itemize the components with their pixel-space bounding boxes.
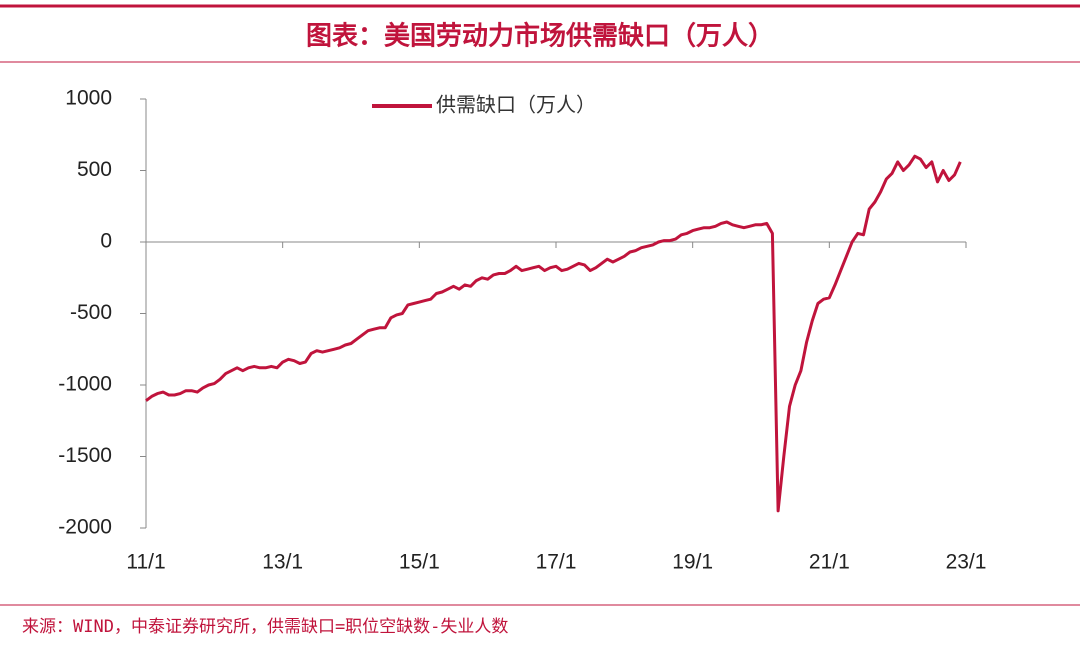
x-tick-label: 11/1 — [126, 551, 165, 574]
y-tick-label: 1000 — [65, 87, 112, 110]
x-tick-label: 21/1 — [809, 551, 850, 574]
x-tick-label: 15/1 — [399, 551, 440, 574]
y-tick-label: -1500 — [58, 444, 112, 467]
legend-label: 供需缺口（万人） — [436, 93, 596, 117]
x-tick-label: 19/1 — [672, 551, 713, 574]
y-tick-label: -1000 — [58, 373, 112, 396]
y-tick-label: 0 — [100, 230, 112, 253]
chart-title: 图表：美国劳动力市场供需缺口（万人） — [306, 21, 774, 52]
y-tick-label: -2000 — [58, 516, 112, 539]
x-tick-label: 17/1 — [536, 551, 577, 574]
y-tick-label: -500 — [70, 301, 112, 324]
x-tick-label: 13/1 — [262, 551, 303, 574]
y-tick-label: 500 — [77, 158, 112, 181]
data-line — [145, 154, 962, 513]
x-tick-label: 23/1 — [946, 551, 987, 574]
source-note: 来源：WIND，中泰证券研究所，供需缺口=职位空缺数-失业人数 — [22, 617, 508, 637]
